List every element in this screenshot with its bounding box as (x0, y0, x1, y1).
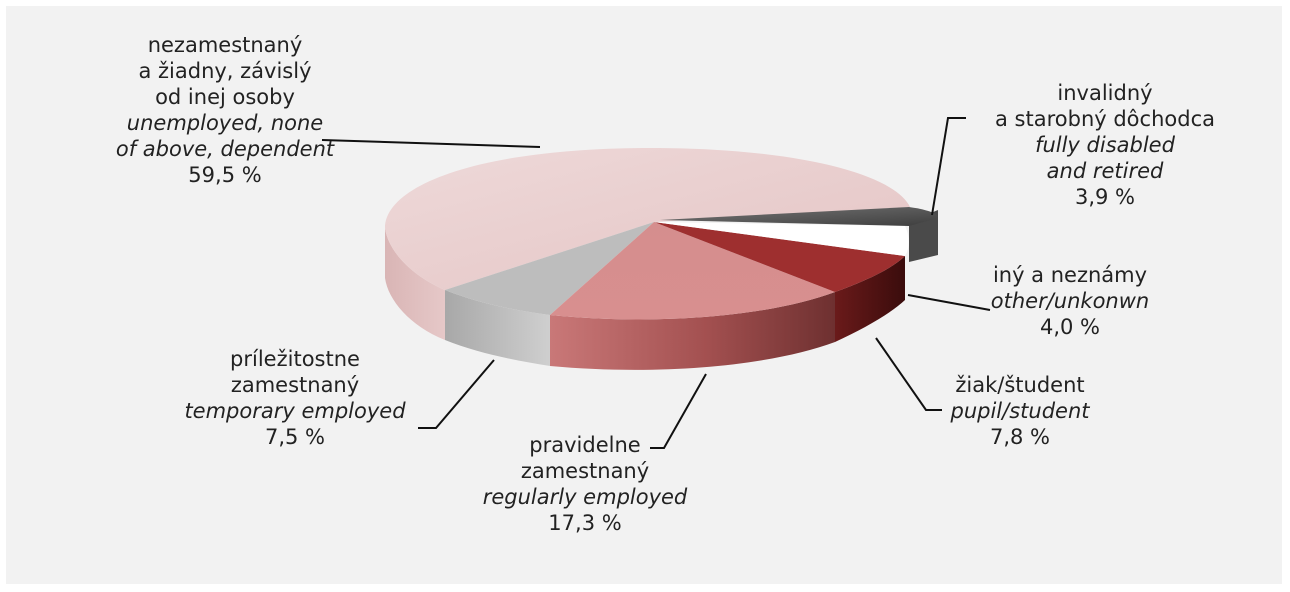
label-sk-line: a žiadny, závislý (138, 59, 312, 83)
slice-side-student (835, 256, 905, 342)
label-other: iný a neznámy other/unkonwn 4,0 % (975, 262, 1165, 340)
value-label: 59,5 % (188, 163, 262, 187)
value-label: 7,5 % (264, 425, 326, 449)
label-sk-line: zamestnaný (230, 373, 360, 397)
leader-temporary (418, 359, 495, 429)
slice-side-regular (550, 292, 835, 370)
label-en-line: of above, dependent (115, 137, 335, 161)
label-en-line: pupil/student (950, 399, 1090, 423)
label-sk-line: a starobný dôchodca (995, 107, 1215, 131)
label-en-line: temporary employed (184, 399, 406, 423)
label-sk-line: od inej osoby (155, 85, 295, 109)
value-label: 7,8 % (989, 425, 1051, 449)
label-en-line: fully disabled (1035, 133, 1175, 157)
slice-side-temporary (445, 290, 550, 366)
value-label: 17,3 % (548, 511, 622, 535)
label-sk-line: zamestnaný (520, 459, 650, 483)
label-sk-line: príležitostne (230, 347, 360, 371)
label-en-line: other/unkonwn (990, 289, 1150, 313)
leader-student (875, 337, 942, 411)
label-sk-line: nezamestnaný (147, 33, 303, 57)
leader-other (907, 294, 991, 311)
leader-disabled (931, 117, 966, 216)
label-disabled: invalidný a starobný dôchodca fully disa… (960, 80, 1250, 210)
leader-regular (650, 373, 707, 449)
value-label: 3,9 % (1074, 185, 1136, 209)
label-temporary: príležitostne zamestnaný temporary emplo… (170, 346, 420, 450)
slice-regular (550, 222, 835, 320)
label-unemployed: nezamestnaný a žiadny, závislý od inej o… (60, 32, 390, 188)
slice-other (654, 222, 909, 256)
slice-unemployed (385, 148, 910, 290)
leader-unemployed (321, 139, 541, 148)
label-student: žiak/študent pupil/student 7,8 % (930, 372, 1110, 450)
label-en-line: regularly employed (482, 485, 688, 509)
label-sk-line: invalidný (1057, 81, 1153, 105)
label-sk-line: žiak/študent (955, 373, 1085, 397)
label-sk-line: iný a neznámy (992, 263, 1148, 287)
label-sk-line: pravidelne (529, 433, 641, 457)
label-en-line: and retired (1046, 159, 1164, 183)
value-label: 4,0 % (1039, 315, 1101, 339)
slice-student (654, 222, 905, 292)
label-regular: pravidelne zamestnaný regularly employed… (460, 432, 710, 536)
label-en-line: unemployed, none (126, 111, 324, 135)
slice-disabled (660, 207, 938, 226)
slice-side-unemployed (385, 228, 445, 340)
slice-temporary (445, 222, 654, 315)
